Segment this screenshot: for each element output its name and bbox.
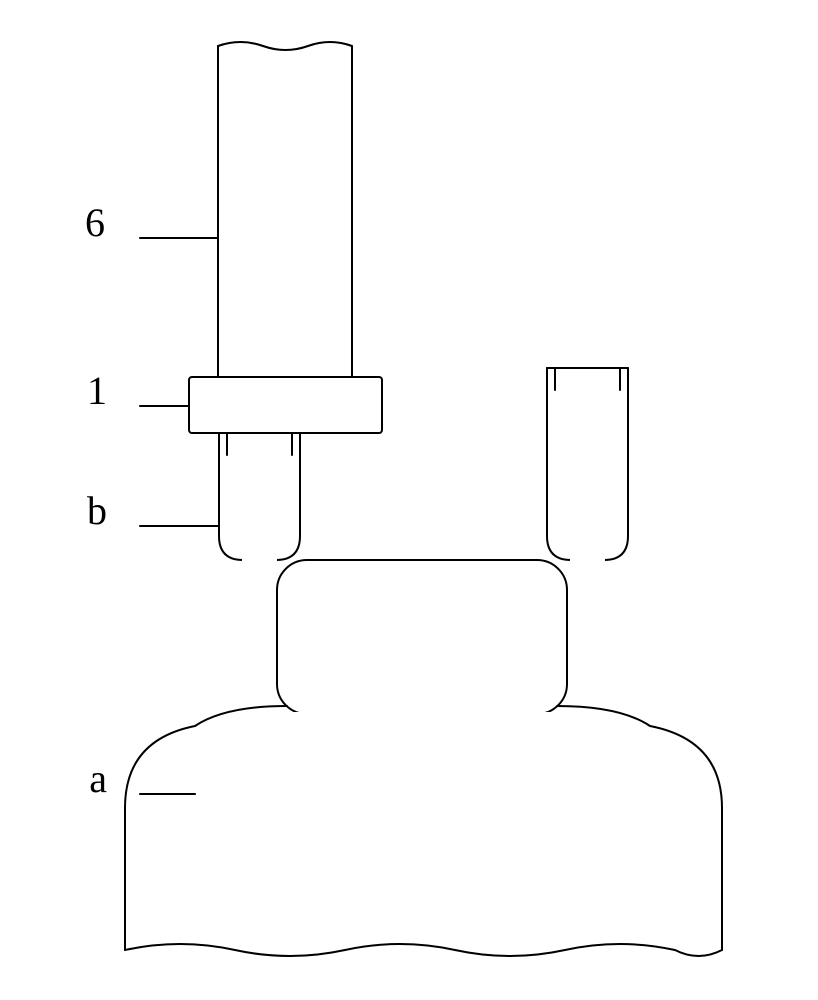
- label-six: 6: [85, 200, 105, 245]
- label-a: a: [89, 756, 107, 801]
- label-b: b: [87, 488, 107, 533]
- label-one: 1: [87, 368, 107, 413]
